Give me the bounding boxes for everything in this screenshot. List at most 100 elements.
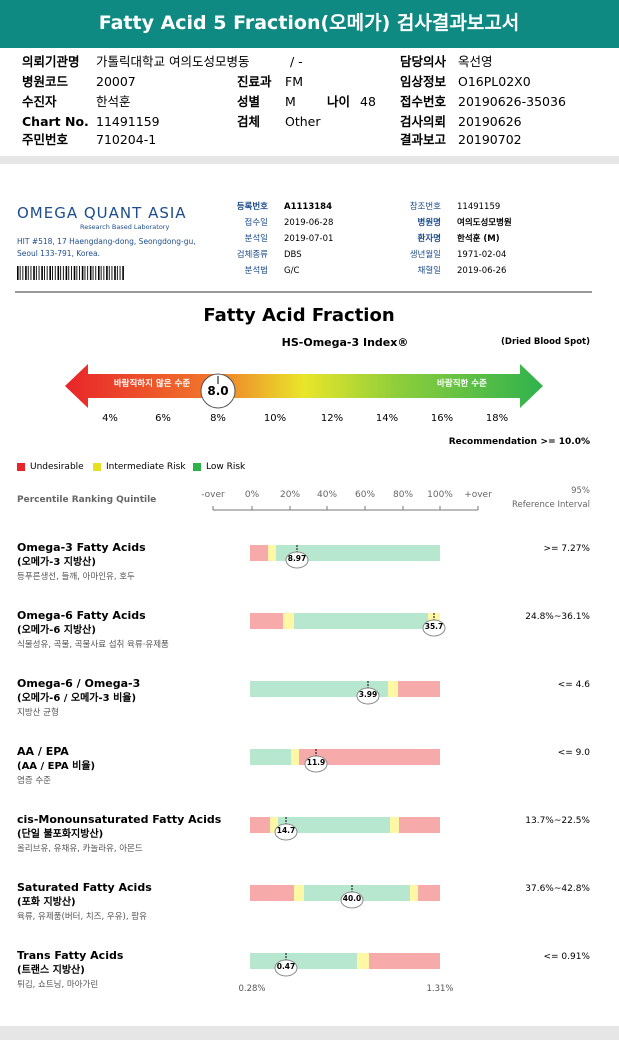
barcode-bar [108,266,110,280]
report-value: G/C [284,266,300,276]
fatty-acid-foods: 올리브유, 유채유, 카놀라유, 아몬드 [17,844,143,854]
trans-scale-label: 1.31% [426,984,454,994]
info-value: 20007 [96,74,136,89]
info-label: 성별 [237,94,261,109]
report-label: 분석일 [244,234,268,244]
report-value: 2019-06-28 [284,218,334,228]
barcode-bar [89,266,92,280]
fatty-acid-name: Trans Fatty Acids [17,949,124,962]
report-value: 11491159 [457,202,501,212]
value-label: 8.97 [287,554,307,563]
barcode-bar [33,266,35,280]
fatty-acid-name: Omega-6 / Omega-3 [17,677,141,690]
report-value: 2019-06-26 [457,266,507,276]
reference-header: 95% [571,486,590,496]
index-tick: 18% [485,413,509,424]
range-zone [388,681,398,697]
fatty-acid-foods: 지방산 균형 [17,708,59,718]
legend-label: Low Risk [206,462,246,472]
range-zone [294,613,428,629]
value-label: 14.7 [276,826,296,835]
lab-address: HIT #518, 17 Haengdang-dong, Seongdong-g… [17,237,196,246]
barcode-bar [95,266,97,280]
report-value: A1113184 [284,202,332,212]
report-label: 참조번호 [409,202,441,212]
range-zone [270,817,278,833]
barcode-bar [68,266,70,280]
report-value: 2019-07-01 [284,234,334,244]
barcode-bar [54,266,56,280]
fatty-acid-korean: (오메가-6 지방산) [17,625,96,636]
info-value: M [285,94,296,109]
range-zone [390,817,399,833]
recommendation-label: Recommendation [448,437,537,447]
value-label: 3.99 [358,690,378,699]
fatty-acid-foods: 염증 수준 [17,776,51,786]
report-value: 1971-02-04 [457,250,507,260]
fatty-acid-korean: (단일 불포화지방산) [17,829,104,840]
info-value: 710204-1 [96,132,157,147]
range-zone [283,613,294,629]
info-label: 수진자 [22,94,57,109]
barcode-bar [17,266,19,280]
barcode-bar [19,266,21,280]
scale-label: 20% [279,490,301,500]
range-zone [399,817,440,833]
info-value: 20190626 [458,114,522,129]
range-zone [268,545,276,561]
value-marker [422,619,446,637]
info-label: 병원코드 [22,74,69,89]
info-label: 담당의사 [400,54,447,69]
info-label: 임상정보 [400,74,447,89]
barcode-bar [76,266,78,280]
range-zone [250,681,388,697]
barcode-bar [60,266,62,280]
barcode-bar [35,266,37,280]
barcode-bar [111,266,113,280]
section-title: Fatty Acid Fraction [203,305,395,326]
scale-label: 80% [392,490,414,500]
fatty-acid-korean: (포화 지방산) [17,897,76,908]
report-label: 검체종류 [236,250,268,260]
reference-interval: 13.7%~22.5% [525,816,590,826]
page-break [0,156,619,164]
range-zone [250,953,357,969]
info-label: 진료과 [237,74,272,89]
barcode-bar [65,266,68,280]
scale-label: 0% [244,490,260,500]
value-label: 40.0 [342,894,362,903]
barcode-bar [62,266,64,280]
report-label: 채혈일 [417,266,441,276]
scale-label: 100% [427,490,453,500]
fatty-acid-foods: 식물성유, 곡물, 곡물사료 섭취 육류·유제품 [17,640,169,650]
scale-label: -over [201,490,225,500]
legend-label: Intermediate Risk [106,462,186,472]
reference-interval: <= 9.0 [557,748,590,758]
info-value: / - [290,54,303,69]
report-label: 환자명 [417,234,441,244]
range-zone [250,613,283,629]
info-label: 의뢰기관명 [22,54,80,69]
index-tick: 14% [375,413,399,424]
info-label: 검사의뢰 [400,114,447,129]
info-label: 검체 [237,114,261,129]
info-value: 옥선영 [458,54,493,69]
legend-swatch [17,463,25,471]
barcode-bar [25,266,27,280]
low-label: 바람직하지 않은 수준 [113,379,191,389]
fatty-acid-foods: 튀김, 쇼트닝, 마아가린 [17,980,99,990]
legend-label: Undesirable [30,462,84,472]
barcode-bar [73,266,76,280]
range-zone [276,545,440,561]
value-label: 35.7 [424,622,444,631]
range-zone [294,885,304,901]
barcode-bar [103,266,105,280]
value-marker [340,891,364,909]
fatty-acid-korean: (AA / EPA 비율) [17,761,96,772]
barcode-bar [57,266,60,280]
index-arrow [65,364,543,408]
index-tick: 8% [210,413,226,424]
barcode-bar [41,266,43,280]
barcode-bar [116,266,118,280]
